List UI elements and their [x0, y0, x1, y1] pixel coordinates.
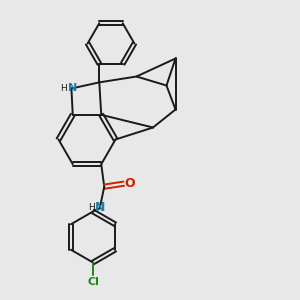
Text: N: N	[68, 83, 77, 93]
Text: O: O	[124, 177, 135, 190]
Text: H: H	[61, 84, 67, 93]
Text: N: N	[95, 201, 106, 214]
Text: Cl: Cl	[87, 277, 99, 287]
Text: H: H	[88, 203, 95, 212]
